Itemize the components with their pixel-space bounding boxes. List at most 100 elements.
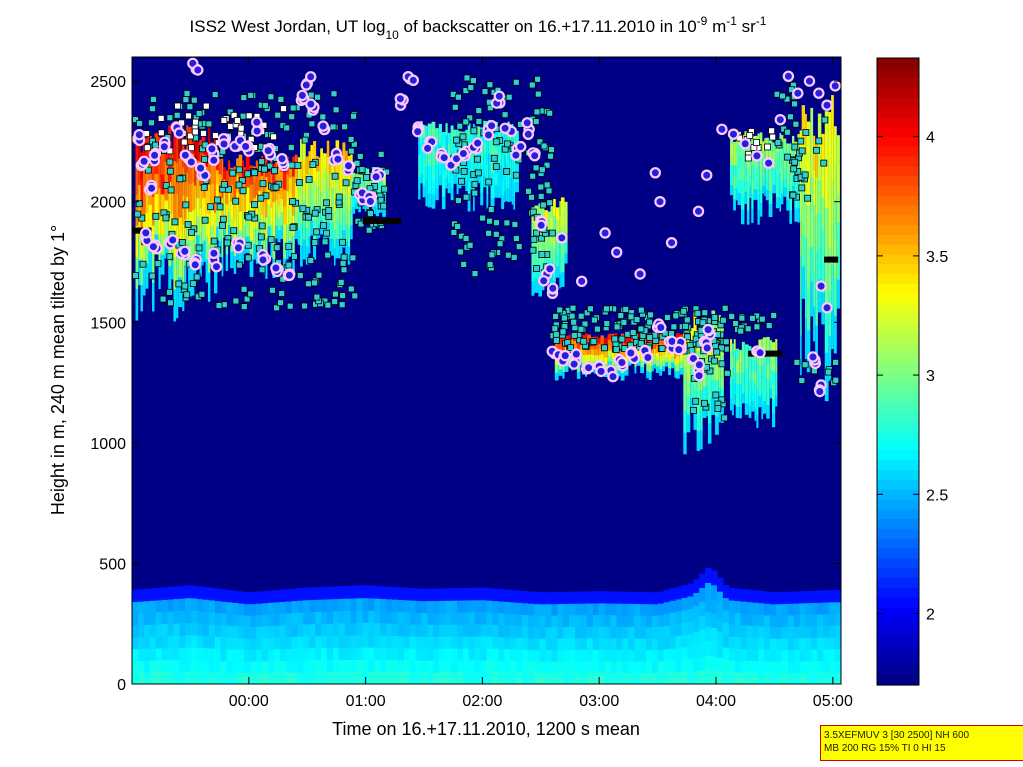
- surface-cell: [409, 600, 417, 613]
- layer-streak: [509, 177, 512, 190]
- colorbar-band: [877, 469, 919, 480]
- layer-streak: [145, 162, 149, 188]
- circle-marker: [821, 302, 833, 314]
- surface-cell: [149, 636, 157, 649]
- surface-cell: [646, 661, 653, 674]
- square-marker: [285, 243, 293, 250]
- square-marker: [784, 128, 791, 136]
- layer-streak: [558, 343, 563, 351]
- surface-cell: [711, 584, 718, 600]
- surface-cell: [551, 592, 558, 605]
- layer-streak: [176, 286, 179, 319]
- surface-cell: [663, 589, 671, 603]
- circle-marker: [654, 195, 666, 208]
- layer-streak: [208, 184, 211, 215]
- layer-streak: [544, 210, 548, 222]
- layer-streak: [559, 273, 561, 289]
- layer-streak: [216, 169, 219, 185]
- surface-cell: [498, 589, 505, 602]
- surface-cell: [776, 615, 783, 628]
- surface-cell: [297, 624, 304, 637]
- surface-cell: [421, 648, 429, 661]
- surface-cell: [746, 625, 753, 638]
- square-marker: [335, 193, 343, 201]
- layer-streak: [490, 172, 495, 186]
- layer-streak: [140, 178, 143, 206]
- surface-cell: [835, 589, 841, 603]
- x-tick-label: 05:00: [813, 693, 853, 710]
- layer-streak: [611, 358, 615, 365]
- square-marker: [714, 405, 722, 412]
- layer-streak: [733, 360, 736, 373]
- square-marker: [793, 358, 801, 366]
- square-marker: [167, 299, 175, 307]
- layer-streak: [810, 246, 814, 282]
- layer-streak: [265, 196, 268, 218]
- layer-streak: [333, 211, 336, 230]
- layer-streak: [792, 145, 795, 157]
- layer-streak: [465, 129, 468, 141]
- surface-cell: [226, 636, 234, 650]
- circle-marker: [665, 236, 678, 249]
- colorbar-band: [877, 97, 919, 108]
- square-marker: [744, 325, 752, 333]
- layer-streak: [737, 143, 742, 157]
- layer-streak: [245, 170, 250, 188]
- surface-cell: [521, 591, 529, 604]
- square-marker: [802, 129, 810, 136]
- colorbar-band: [877, 224, 919, 235]
- layer-streak: [538, 280, 543, 297]
- square-marker: [239, 187, 247, 195]
- surface-cell: [250, 661, 257, 674]
- layer-streak: [558, 337, 563, 345]
- layer-streak: [786, 187, 790, 200]
- surface-cell: [687, 671, 694, 684]
- surface-cell: [740, 636, 748, 650]
- square-marker: [258, 222, 266, 230]
- layer-streak: [238, 248, 243, 269]
- surface-cell: [421, 624, 429, 637]
- surface-cell: [711, 613, 718, 628]
- surface-cell: [781, 649, 789, 662]
- layer-streak: [552, 215, 556, 233]
- square-marker: [548, 146, 555, 154]
- surface-cell: [132, 589, 139, 603]
- layer-streak: [438, 174, 442, 186]
- surface-cell: [338, 635, 346, 648]
- surface-cell: [326, 586, 334, 600]
- layer-streak: [651, 358, 654, 366]
- layer-streak: [196, 141, 200, 161]
- square-marker: [529, 246, 537, 254]
- circle-marker: [394, 92, 406, 105]
- layer-streak: [711, 379, 716, 398]
- layer-streak: [559, 244, 561, 260]
- layer-streak: [700, 409, 703, 430]
- square-marker: [273, 304, 281, 312]
- square-marker: [147, 119, 155, 127]
- layer-streak: [766, 350, 770, 365]
- layer-streak: [735, 188, 738, 201]
- surface-cell: [474, 671, 482, 684]
- square-marker: [339, 292, 347, 300]
- surface-cell: [504, 648, 511, 661]
- square-marker: [722, 338, 730, 346]
- square-marker: [356, 152, 364, 160]
- surface-cell: [191, 622, 198, 636]
- layer-streak: [260, 233, 264, 254]
- square-marker: [273, 244, 281, 252]
- surface-cell: [350, 597, 358, 611]
- square-marker: [728, 313, 736, 320]
- surface-cell: [533, 626, 541, 639]
- colorbar-band: [877, 244, 919, 255]
- surface-cell: [321, 659, 328, 673]
- circle-marker: [568, 358, 580, 370]
- square-marker: [457, 248, 464, 256]
- surface-cell: [492, 588, 499, 602]
- layer-streak: [494, 172, 498, 186]
- layer-streak: [833, 315, 837, 354]
- square-marker: [462, 118, 470, 126]
- surface-cell: [208, 611, 216, 625]
- layer-streak: [497, 164, 502, 177]
- square-marker: [570, 332, 578, 339]
- layer-streak: [751, 369, 755, 381]
